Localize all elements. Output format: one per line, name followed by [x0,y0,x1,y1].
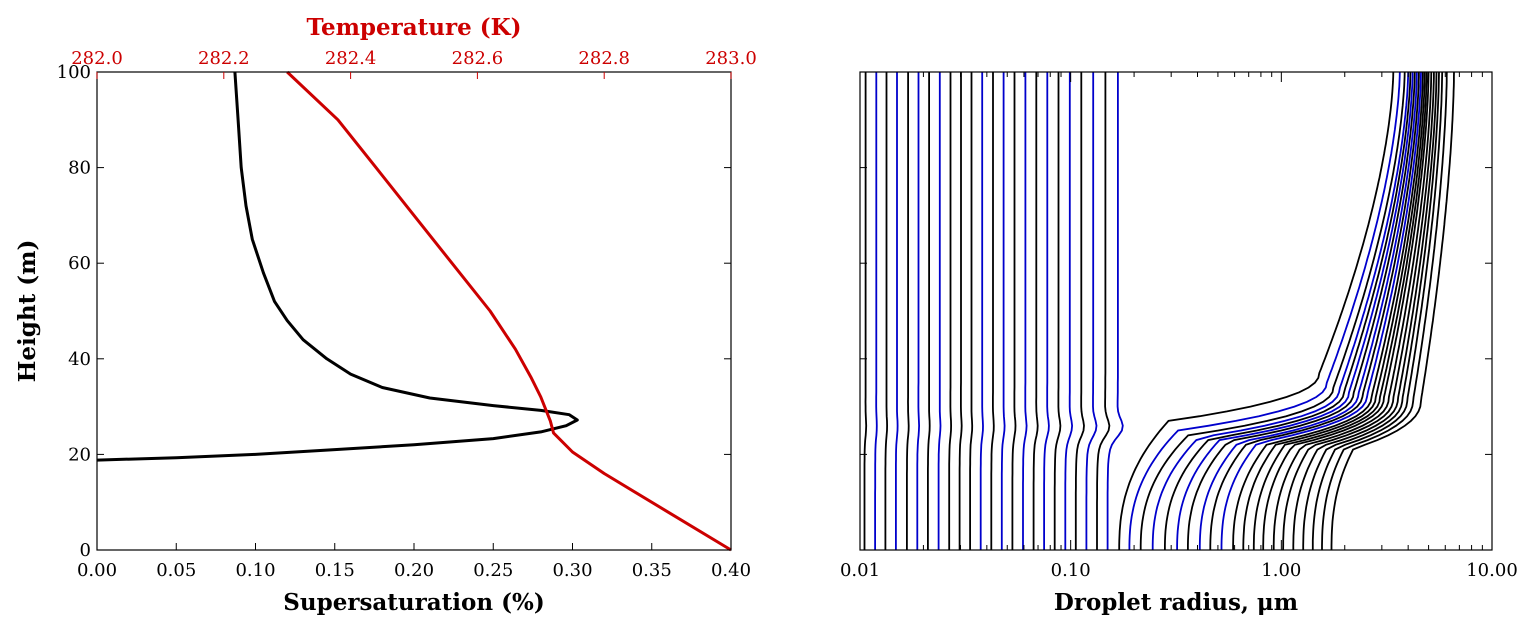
left-ytick-label: 40 [68,349,91,370]
left-ylabel: Height (m) [14,240,41,383]
right-activated-line-10 [1232,72,1424,550]
right-xtick-label: 0.10 [1051,560,1091,581]
right-unactivated-line-9 [958,72,963,550]
right-xlabel: Droplet radius, μm [1054,589,1298,616]
left-panel: 0.00 0.05 0.10 0.15 0.20 0.25 0.30 0.35 0.40 0 20 4… [14,14,757,616]
right-unactivated-line-11 [979,72,984,550]
right-activated-line-4 [1164,71,1412,550]
left-x2tick-label: 282.2 [198,48,250,69]
right-unactivated-line-19 [1064,72,1074,550]
left-x2label: Temperature (K) [306,14,521,41]
right-unactivated-line-20 [1074,72,1085,550]
right-xtick-label: 0.01 [840,560,880,581]
right-unactivated-line-12 [990,72,995,550]
right-unactivated-line-2 [884,72,889,550]
right-unactivated-line-3 [895,72,899,550]
right-panel: 0.01 0.10 1.00 10.00 Droplet radius, μm [840,71,1518,616]
right-activated-line-1 [1128,71,1401,550]
left-series-line-0 [96,71,579,462]
right-activated-line-3 [1151,71,1410,550]
left-ticks: 0.00 0.05 0.10 0.15 0.20 0.25 0.30 0.35 0.40 0 20 4… [57,48,757,581]
right-activated-line-19 [1321,71,1448,550]
right-xtick-label: 1.00 [1261,560,1301,581]
right-activated-line-16 [1292,71,1438,550]
right-unactivated-line-8 [948,72,953,550]
right-activated-line-2 [1139,71,1406,550]
right-unactivated-line-1 [874,72,878,550]
left-curves [96,70,732,552]
left-x2tick-label: 283.0 [705,48,757,69]
left-series-line-1 [286,70,732,552]
left-plot-frame [96,71,732,551]
right-activated-line-18 [1311,71,1444,550]
right-curves [863,71,1455,551]
left-ytick-label: 60 [68,253,91,274]
left-xtick-label: 0.30 [552,560,592,581]
right-activated-line-11 [1242,72,1426,550]
right-activated-line-5 [1176,72,1414,550]
right-activated-line-6 [1187,71,1416,550]
left-x2tick-label: 282.8 [578,48,630,69]
right-activated-line-7 [1198,71,1418,550]
left-ytick-label: 20 [68,444,91,465]
right-unactivated-line-23 [1106,72,1124,550]
right-unactivated-line-6 [927,72,931,550]
left-xtick-label: 0.05 [156,560,196,581]
right-unactivated-line-14 [1011,72,1017,550]
left-xtick-label: 0.40 [711,560,751,581]
right-activated-line-17 [1302,71,1440,550]
right-unactivated-line-0 [863,72,868,550]
right-activated-line-14 [1272,71,1433,550]
left-xtick-label: 0.25 [473,560,513,581]
right-activated-line-0 [1118,71,1395,550]
left-xlabel: Supersaturation (%) [283,589,544,616]
right-unactivated-line-21 [1085,72,1098,550]
right-unactivated-line-17 [1043,72,1050,550]
right-unactivated-line-10 [969,72,974,550]
left-xtick-label: 0.10 [235,560,275,581]
right-unactivated-line-13 [1000,72,1006,550]
left-xtick-label: 0.00 [77,560,117,581]
left-xtick-label: 0.35 [632,560,672,581]
right-unactivated-line-18 [1053,72,1062,550]
right-unactivated-line-5 [916,72,921,550]
left-ytick-label: 0 [80,540,91,561]
right-plot-frame [859,71,1493,551]
right-unactivated-line-7 [937,72,942,550]
right-activated-line-13 [1262,71,1430,550]
left-ytick-label: 100 [57,62,91,83]
right-unactivated-line-22 [1096,72,1111,550]
right-xtick-label: 10.00 [1466,560,1518,581]
right-unactivated-line-15 [1022,72,1028,550]
left-ytick-label: 80 [68,158,91,179]
right-ticks: 0.01 0.10 1.00 10.00 [840,71,1518,581]
left-x2tick-label: 282.6 [452,48,504,69]
right-unactivated-line-4 [906,72,910,550]
right-unactivated-line-16 [1032,72,1039,550]
right-activated-line-20 [1330,71,1455,550]
left-xtick-label: 0.20 [394,560,434,581]
right-activated-line-15 [1282,72,1435,551]
right-activated-line-9 [1220,71,1422,550]
left-x2tick-label: 282.4 [325,48,377,69]
left-x2tick-label: 282.0 [71,48,123,69]
left-xtick-label: 0.15 [315,560,355,581]
right-activated-line-8 [1209,72,1420,550]
right-activated-line-12 [1252,72,1428,550]
